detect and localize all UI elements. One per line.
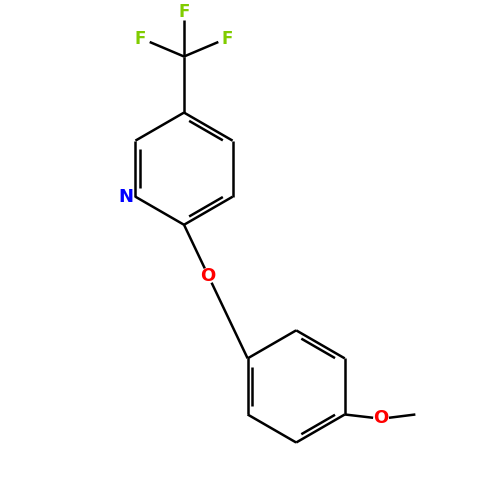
Text: O: O — [374, 409, 388, 427]
Text: F: F — [178, 4, 190, 22]
Text: F: F — [222, 30, 234, 48]
Text: N: N — [118, 188, 133, 206]
Text: O: O — [200, 266, 216, 284]
Text: F: F — [135, 30, 146, 48]
